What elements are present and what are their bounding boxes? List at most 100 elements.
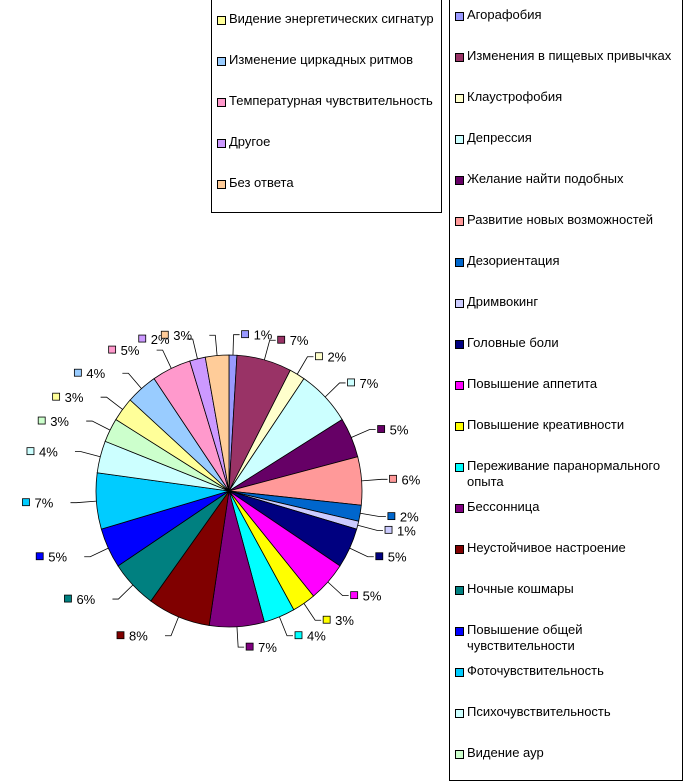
data-label-swatch xyxy=(277,335,286,344)
data-label: 5% xyxy=(390,423,409,438)
data-label: 7% xyxy=(258,640,277,655)
legend-top: Видение энергетических сигнатур Изменение… xyxy=(211,0,442,213)
legend-swatch xyxy=(455,53,464,62)
legend-label: Видение энергетических сигнатур xyxy=(229,11,434,26)
legend-swatch xyxy=(455,463,464,472)
data-label: 4% xyxy=(39,445,58,460)
data-label-swatch xyxy=(294,631,303,640)
data-label-swatch xyxy=(22,498,30,507)
leader-line xyxy=(186,338,198,359)
leader-line xyxy=(84,547,109,558)
leader-line xyxy=(357,524,384,531)
legend-swatch xyxy=(455,217,464,226)
legend-swatch xyxy=(217,57,226,66)
legend-swatch xyxy=(455,340,464,349)
legend-label: Фоточувствительность xyxy=(467,663,604,678)
data-label: 1% xyxy=(397,523,416,538)
legend-label: Изменение циркадных ритмов xyxy=(229,52,414,67)
legend-label: Желание найти подобных xyxy=(467,171,624,186)
data-label: 3% xyxy=(65,390,84,405)
data-label-swatch xyxy=(387,512,396,521)
legend-label: Головные боли xyxy=(467,335,559,350)
data-label: 5% xyxy=(363,589,382,604)
data-label: 5% xyxy=(388,550,407,565)
data-label: 1% xyxy=(254,328,273,343)
data-label-swatch xyxy=(384,525,393,534)
leader-line xyxy=(324,382,346,398)
data-label: 7% xyxy=(34,496,53,511)
data-label: 3% xyxy=(335,613,354,628)
data-label-swatch xyxy=(73,368,82,377)
leader-line xyxy=(327,581,349,597)
data-label-swatch xyxy=(350,591,359,600)
data-label: 5% xyxy=(48,550,67,565)
data-label-swatch xyxy=(375,552,384,561)
legend-swatch xyxy=(455,135,464,144)
data-label: 6% xyxy=(76,592,95,607)
legend-label: Повышение общей чувствительности xyxy=(467,622,583,653)
leader-line xyxy=(74,451,101,458)
data-label-swatch xyxy=(389,474,397,483)
data-label-swatch xyxy=(160,330,169,339)
legend-label: Повышение аппетита xyxy=(467,376,598,391)
data-label-swatch xyxy=(64,594,72,603)
data-label: 6% xyxy=(402,472,421,487)
legend-swatch xyxy=(455,750,464,759)
legend-label: Развитие новых возможностей xyxy=(467,212,654,227)
leader-line xyxy=(86,420,111,431)
legend-label: Без ответа xyxy=(229,175,294,190)
data-label: 2% xyxy=(400,510,419,525)
data-label-swatch xyxy=(315,352,323,361)
legend-label: Переживание паранормального опыта xyxy=(467,458,661,489)
legend-swatch xyxy=(455,504,464,513)
legend-label: Температурная чувствительность xyxy=(229,93,433,108)
legend-label: Другое xyxy=(229,134,271,149)
data-label-swatch xyxy=(138,334,147,343)
legend-swatch xyxy=(455,586,464,595)
legend-label: Ночные кошмары xyxy=(467,581,574,596)
leader-line xyxy=(232,334,240,356)
leader-line xyxy=(351,429,376,438)
pie-slices xyxy=(95,354,363,628)
legend-swatch xyxy=(217,98,226,107)
leader-line xyxy=(360,512,386,518)
data-label-swatch xyxy=(116,631,125,640)
legend-swatch xyxy=(455,299,464,308)
legend-swatch xyxy=(455,258,464,267)
legend-right: Агорафобия Изменения в пищевых привычках К… xyxy=(449,0,683,781)
data-label: 4% xyxy=(86,366,105,381)
data-label: 7% xyxy=(290,333,309,348)
data-label: 5% xyxy=(121,343,140,358)
leader-line xyxy=(236,626,245,648)
pie-slice xyxy=(204,354,230,492)
legend-label: Психочувствительность xyxy=(467,704,611,719)
leader-line xyxy=(156,349,172,369)
legend-label: Изменения в пищевых привычках xyxy=(467,48,672,63)
leader-line xyxy=(112,584,134,600)
legend-swatch xyxy=(455,627,464,636)
legend-label: Клаустрофобия xyxy=(467,89,563,104)
data-label-swatch xyxy=(245,642,254,651)
legend-swatch xyxy=(455,709,464,718)
leader-line xyxy=(164,616,179,637)
leader-line xyxy=(279,616,294,637)
data-label-swatch xyxy=(108,345,117,354)
data-label-swatch xyxy=(322,615,331,624)
leader-line xyxy=(263,339,276,361)
legend-swatch xyxy=(455,94,464,103)
data-label: 4% xyxy=(307,629,326,644)
legend-swatch xyxy=(455,176,464,185)
legend-swatch xyxy=(455,381,464,390)
legend-swatch xyxy=(217,16,226,25)
pie-data-labels: 1% 7%2%7%5%6%2%1%5%5%3%4%7%8%6%5%7%4%3%3%… xyxy=(22,328,421,655)
legend-swatch xyxy=(217,139,226,148)
data-label-swatch xyxy=(37,416,46,425)
data-label: 2% xyxy=(327,350,346,365)
leader-line xyxy=(100,396,123,410)
legend-swatch xyxy=(455,12,464,21)
data-label: 3% xyxy=(173,328,192,343)
leader-line xyxy=(349,547,374,558)
legend-label: Дримвокинг xyxy=(467,294,539,309)
data-label: 7% xyxy=(360,376,379,391)
